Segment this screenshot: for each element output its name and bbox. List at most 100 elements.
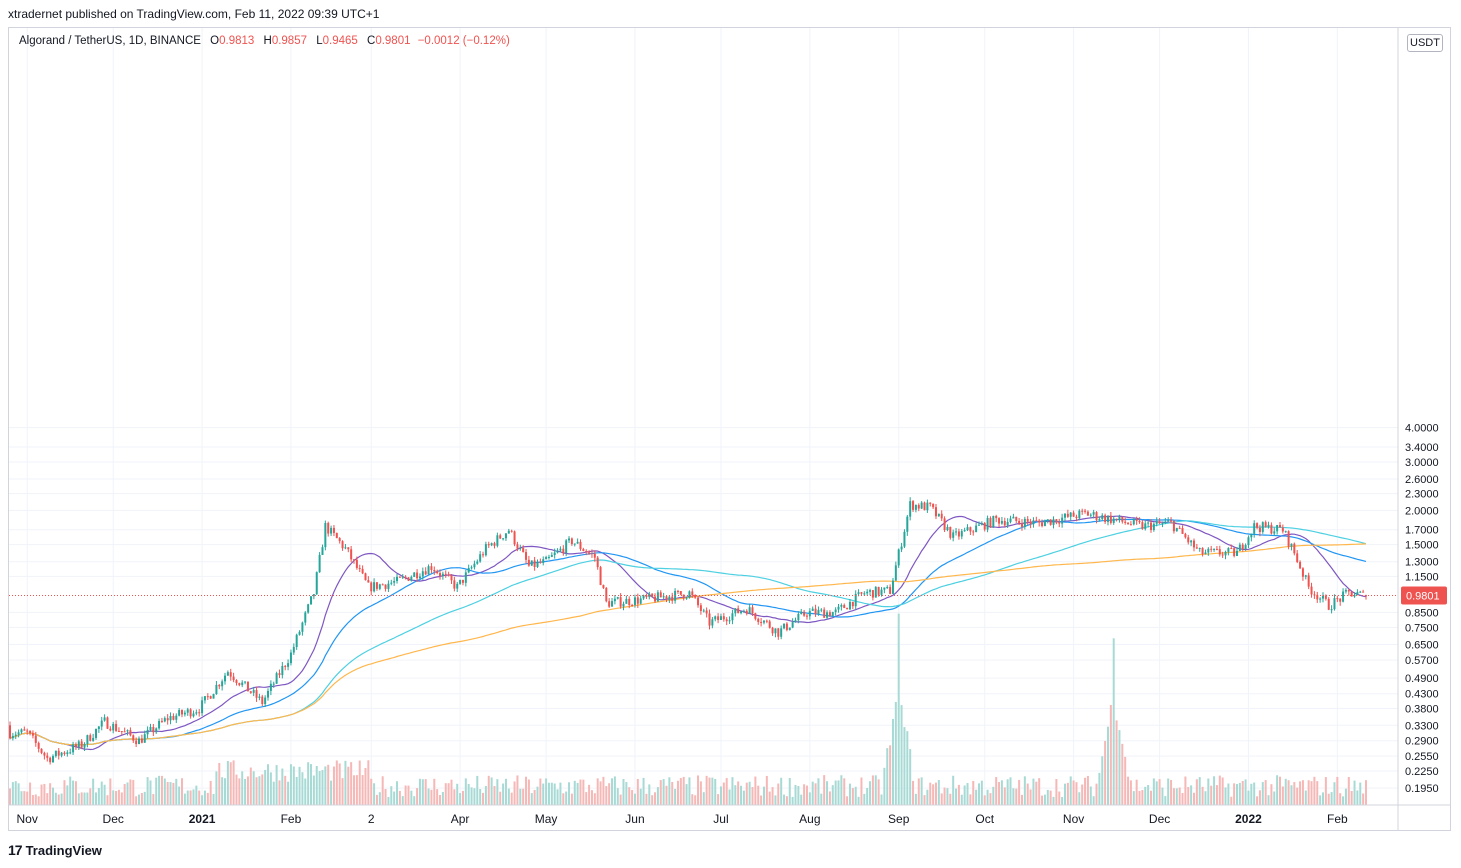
price-tick-label: 1.3000 <box>1405 557 1439 569</box>
candle-body <box>1029 521 1032 525</box>
candle-body <box>1244 545 1247 550</box>
volume-bar <box>312 775 315 805</box>
candle-body <box>1018 520 1021 523</box>
candle-body <box>1170 520 1173 522</box>
candle-body <box>1015 516 1018 521</box>
volume-bar <box>998 782 1001 805</box>
volume-bar <box>814 783 817 805</box>
candle-body <box>1221 554 1224 556</box>
candle-body <box>937 513 940 517</box>
candle-body <box>1270 524 1273 534</box>
candle-body <box>100 720 103 727</box>
volume-bar <box>986 789 989 805</box>
volume-bar <box>527 779 530 805</box>
candle-body <box>662 596 665 598</box>
volume-bar <box>482 792 485 805</box>
candle-body <box>1121 516 1124 522</box>
volume-bar <box>857 796 860 805</box>
volume-bar <box>272 781 275 805</box>
volume-bar <box>433 778 436 805</box>
candle-body <box>244 681 247 683</box>
candle-body <box>413 572 416 577</box>
brand-footer[interactable]: 17 TradingView <box>8 842 102 858</box>
candle-body <box>29 730 32 734</box>
candle-body <box>886 587 889 589</box>
volume-bar <box>820 793 823 805</box>
time-tick-label: Nov <box>1063 812 1084 826</box>
candle-body <box>803 611 806 616</box>
volume-bar <box>1347 776 1350 805</box>
volume-bar <box>1198 777 1201 805</box>
candle-body <box>229 672 232 677</box>
candle-body <box>43 752 46 756</box>
volume-bar <box>473 788 476 805</box>
candle-body <box>203 696 206 701</box>
volume-bar <box>278 780 281 805</box>
volume-bar <box>1184 776 1187 805</box>
volume-bar <box>129 779 132 805</box>
chart-frame[interactable] <box>8 27 1451 831</box>
volume-bar <box>255 777 258 805</box>
volume-bar <box>289 764 292 805</box>
volume-bar <box>1018 779 1021 805</box>
candle-body <box>8 725 12 739</box>
candle-body <box>1227 548 1230 552</box>
volume-bar <box>158 775 161 805</box>
volume-bar <box>310 764 313 805</box>
tradingview-logo-icon: 17 <box>8 842 23 858</box>
time-tick-label: Jun <box>625 812 644 826</box>
candle-body <box>1106 515 1109 522</box>
candle-body <box>1330 609 1333 611</box>
open-label: O <box>210 35 220 47</box>
volume-bar <box>132 780 135 805</box>
candle-body <box>232 676 235 681</box>
volume-bar <box>1072 780 1075 805</box>
candle-body <box>123 731 126 733</box>
candle-body <box>1258 527 1261 532</box>
volume-bar <box>1015 788 1018 805</box>
candle-body <box>562 548 565 553</box>
candle-body <box>387 583 390 589</box>
price-tick-label: 0.3300 <box>1405 720 1439 732</box>
currency-button[interactable]: USDT <box>1407 34 1443 52</box>
volume-bar <box>889 745 892 805</box>
candle-body <box>530 560 533 566</box>
candle-body <box>72 744 75 753</box>
candle-body <box>396 576 399 582</box>
volume-bar <box>992 786 995 805</box>
volume-bar <box>17 783 20 805</box>
candle-body <box>702 610 705 612</box>
time-tick-label: May <box>535 812 558 826</box>
volume-bar <box>1161 787 1164 805</box>
volume-bar <box>169 782 172 805</box>
volume-bar <box>198 790 201 805</box>
volume-bar <box>1195 779 1198 805</box>
candle-body <box>780 628 783 637</box>
low-value: 0.9465 <box>322 35 358 47</box>
candle-body <box>576 541 579 544</box>
candle-body <box>310 596 313 605</box>
volume-bar <box>1009 777 1012 805</box>
candle-body <box>1195 547 1198 549</box>
volume-bar <box>51 787 55 805</box>
volume-bar <box>143 791 146 805</box>
candle-body <box>74 744 77 747</box>
candle-body <box>63 752 66 755</box>
candle-body <box>212 694 215 699</box>
candle-body <box>1164 521 1167 524</box>
volume-bar <box>1364 780 1368 805</box>
candle-body <box>1327 598 1330 610</box>
candle-body <box>731 613 734 621</box>
price-tick-label: 0.5700 <box>1405 655 1439 667</box>
candle-body <box>516 544 519 549</box>
candle-body <box>1253 523 1256 534</box>
moving-averages <box>9 515 1367 751</box>
volume-bar <box>874 775 877 805</box>
candle-body <box>318 554 321 573</box>
candle-body <box>1041 522 1044 527</box>
volume-bar <box>1333 782 1336 805</box>
volume-bar <box>456 783 459 805</box>
volume-bar <box>163 778 166 805</box>
candle-body <box>476 561 479 564</box>
